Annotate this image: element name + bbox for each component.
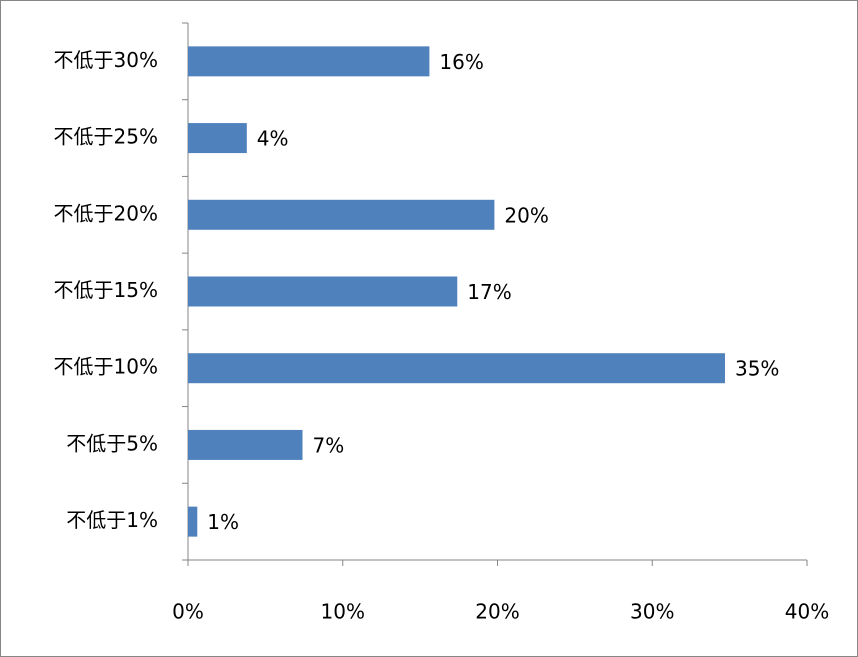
x-tick-label: 0% [172,600,204,624]
y-tick-label: 不低于30% [54,48,158,72]
data-label: 35% [735,357,779,381]
data-label: 1% [207,510,239,534]
x-tick-label: 20% [475,600,519,624]
y-tick-label: 不低于20% [54,201,158,225]
x-tick-label: 40% [785,600,829,624]
bar [188,123,247,154]
data-label: 7% [313,433,345,457]
bar [188,199,495,230]
bar [188,429,303,460]
y-tick-label: 不低于15% [54,278,158,302]
bar [188,353,725,384]
data-label: 17% [467,280,511,304]
y-tick-label: 不低于5% [66,431,158,455]
y-tick-label: 不低于10% [54,355,158,379]
data-label: 20% [504,203,548,227]
data-label: 4% [257,127,289,151]
bar [188,506,198,537]
bar [188,46,430,77]
x-tick-label: 10% [321,600,365,624]
y-tick-label: 不低于25% [54,125,158,149]
x-tick-label: 30% [630,600,674,624]
y-tick-label: 不低于1% [66,508,158,532]
data-label: 16% [439,50,483,74]
bar [188,276,458,307]
